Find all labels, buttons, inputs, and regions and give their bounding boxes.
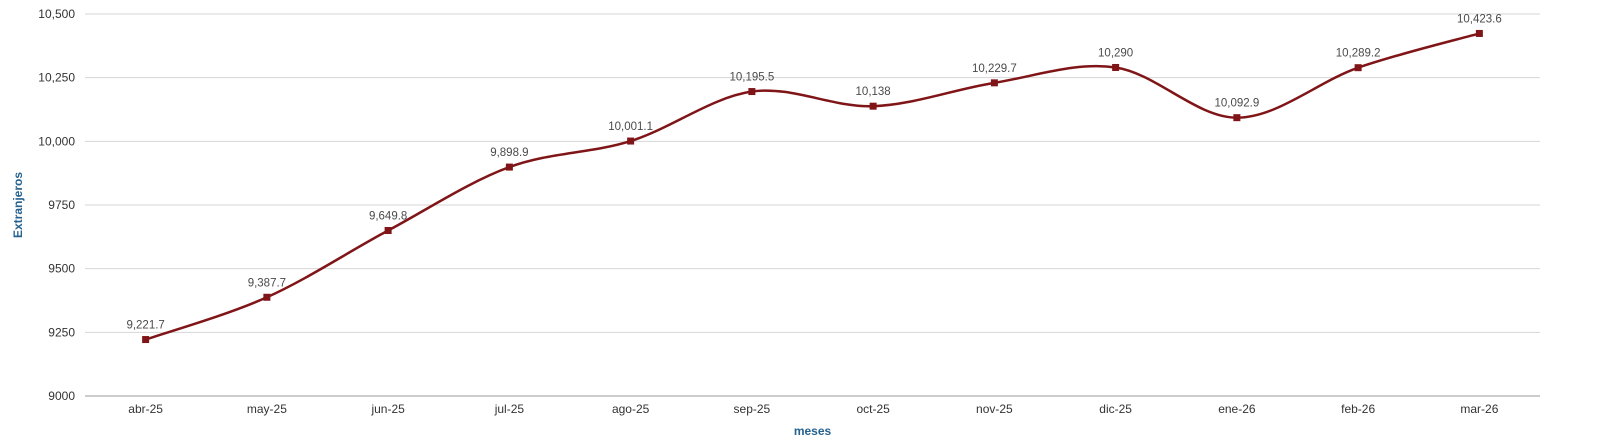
x-tick-label: dic-25	[1099, 402, 1132, 416]
x-tick-label: mar-26	[1460, 402, 1498, 416]
data-point-marker[interactable]	[748, 88, 756, 96]
data-point-label: 10,138	[856, 86, 891, 98]
data-point-label: 10,229.7	[972, 63, 1017, 75]
data-point-label: 10,289.2	[1336, 48, 1381, 60]
data-point-marker[interactable]	[384, 227, 392, 235]
series-line	[144, 32, 1481, 341]
data-point-marker[interactable]	[627, 137, 635, 145]
data-point-marker[interactable]	[263, 293, 271, 301]
data-point-marker[interactable]	[1475, 29, 1483, 37]
x-tick-label: ago-25	[612, 402, 650, 416]
data-point-marker[interactable]	[505, 163, 513, 171]
data-point-label: 10,001.1	[608, 121, 653, 133]
x-axis-title: meses	[793, 424, 832, 438]
data-point-marker[interactable]	[869, 102, 877, 110]
x-tick-label: sep-25	[734, 402, 771, 416]
x-tick-label: nov-25	[976, 402, 1013, 416]
data-point-label: 9,387.7	[248, 277, 286, 289]
x-tick-label: oct-25	[856, 402, 890, 416]
data-point-label: 9,221.7	[126, 320, 164, 332]
y-tick-label: 9000	[48, 389, 75, 403]
y-tick-label: 9750	[48, 198, 75, 212]
x-tick-label: may-25	[247, 402, 287, 416]
data-point-label: 9,898.9	[490, 147, 528, 159]
data-point-label: 10,290	[1098, 47, 1133, 59]
data-point-marker[interactable]	[990, 79, 998, 87]
y-tick-label: 10,500	[38, 7, 75, 21]
y-tick-label: 10,250	[38, 71, 75, 85]
y-tick-label: 9250	[48, 325, 75, 339]
y-axis-title: Extranjeros	[11, 171, 25, 239]
y-tick-label: 9500	[48, 262, 75, 276]
data-point-marker[interactable]	[1233, 114, 1241, 122]
x-tick-label: abr-25	[128, 402, 163, 416]
x-tick-label: jul-25	[494, 402, 525, 416]
data-point-label: 10,423.6	[1457, 13, 1502, 25]
data-point-label: 9,649.8	[369, 211, 407, 223]
x-tick-label: ene-26	[1218, 402, 1256, 416]
data-point-marker[interactable]	[1354, 64, 1362, 72]
data-point-label: 10,195.5	[729, 72, 774, 84]
x-tick-label: jun-25	[370, 402, 405, 416]
y-tick-label: 10,000	[38, 134, 75, 148]
data-point-marker[interactable]	[1112, 63, 1120, 71]
data-point-label: 10,092.9	[1214, 98, 1259, 110]
x-tick-label: feb-26	[1341, 402, 1375, 416]
data-point-marker[interactable]	[142, 336, 150, 344]
